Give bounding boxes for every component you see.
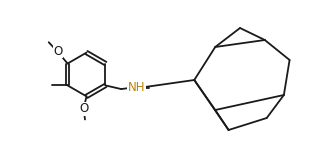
Text: O: O: [79, 102, 88, 115]
Text: NH: NH: [128, 81, 145, 94]
Text: O: O: [53, 45, 63, 58]
